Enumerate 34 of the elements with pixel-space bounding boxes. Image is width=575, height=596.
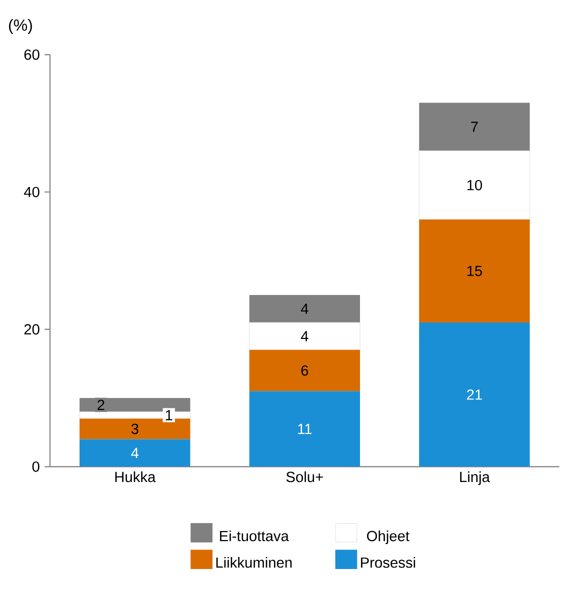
bar <box>249 350 360 392</box>
legend-label: Ei-tuottava <box>220 530 289 542</box>
bar <box>419 322 530 467</box>
data-label: 2 <box>98 400 104 410</box>
bar <box>249 391 360 467</box>
y-tick-label: 0 <box>32 461 40 472</box>
data-label: 3 <box>131 424 138 434</box>
x-tick-label: Linja <box>460 471 490 486</box>
legend-label: Liikkuminen <box>216 557 292 568</box>
data-label: 15 <box>467 266 482 276</box>
bar <box>419 219 530 322</box>
x-tick-label: Hukka <box>115 471 156 482</box>
legend-label: Ohjeet <box>367 530 410 544</box>
data-label: 7 <box>471 122 478 132</box>
data-label: 6 <box>301 365 308 376</box>
y-tick-label: 40 <box>24 186 40 198</box>
data-label: 1 <box>166 410 172 420</box>
data-label: 11 <box>298 424 312 434</box>
x-tick-label: Solu+ <box>286 471 323 482</box>
y-tick-label: 60 <box>24 49 40 60</box>
data-label: 4 <box>131 448 139 458</box>
y-tick-label: 20 <box>24 324 40 335</box>
bar <box>80 418 190 440</box>
bar <box>80 439 190 467</box>
bar <box>249 295 360 322</box>
bar <box>249 322 360 350</box>
data-label: 10 <box>467 180 482 190</box>
y-axis-title: (%) <box>9 19 32 34</box>
bar <box>419 102 530 151</box>
data-label: 4 <box>300 331 308 342</box>
data-label: 21 <box>467 389 482 400</box>
data-label: 4 <box>300 304 308 314</box>
legend-label: Prosessi <box>361 557 416 568</box>
bar <box>418 150 530 220</box>
